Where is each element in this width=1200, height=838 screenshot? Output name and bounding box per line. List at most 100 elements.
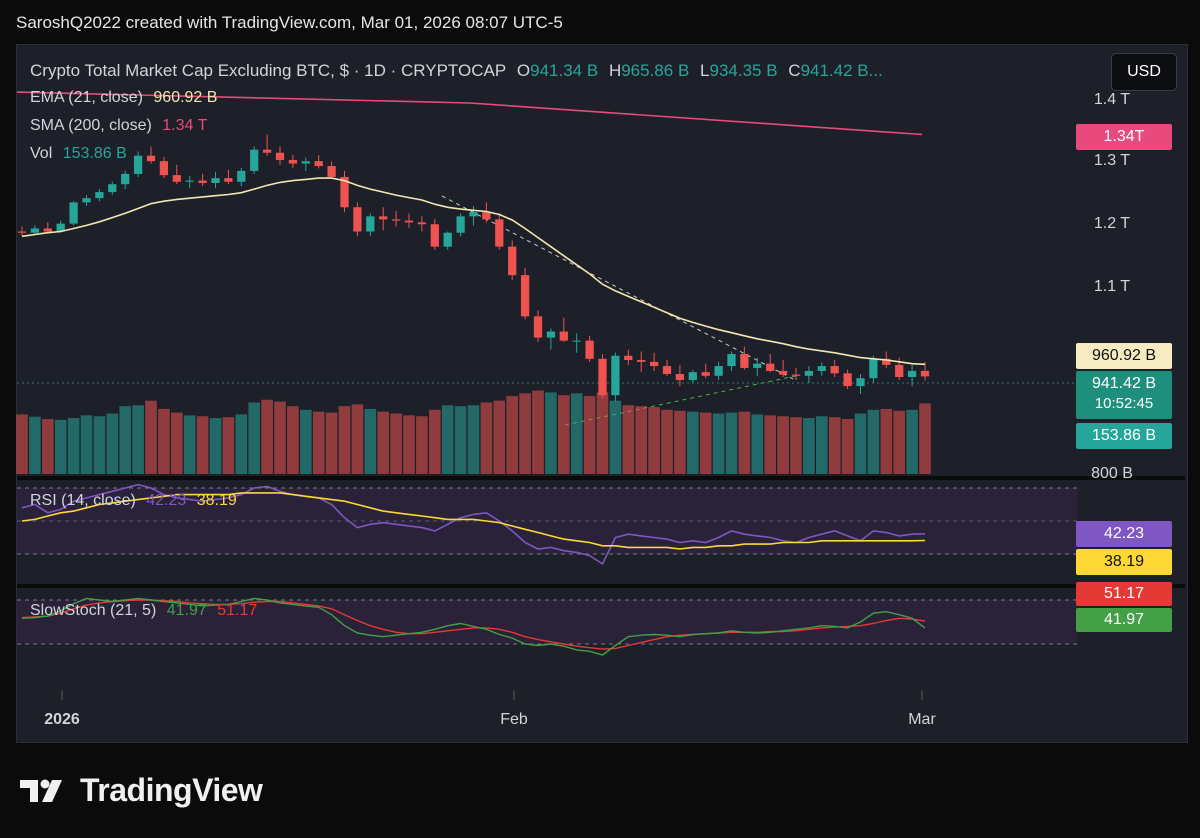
volume-bar — [428, 409, 441, 474]
candle-body — [546, 331, 556, 338]
volume-bar — [880, 408, 893, 474]
volume-bar — [287, 406, 299, 474]
volume-bar — [390, 413, 402, 474]
rsi-price-tag: 42.23 — [1076, 521, 1172, 547]
candle-body — [714, 366, 723, 376]
tradingview-logo-icon — [20, 779, 62, 802]
candle-body — [830, 366, 839, 374]
candle-body — [391, 219, 401, 221]
volume-bar — [170, 412, 183, 474]
volume-bar — [867, 409, 880, 474]
rsi-value: 42.23 — [146, 492, 187, 509]
candle-body — [340, 176, 349, 208]
volume-bar — [815, 416, 828, 474]
candle-body — [146, 155, 156, 162]
volume-bar — [441, 405, 454, 474]
volume-bar — [906, 409, 918, 474]
candle-body — [224, 178, 233, 182]
high-label: H — [608, 61, 622, 80]
candle-body — [404, 220, 414, 223]
trendline-resistance — [441, 195, 796, 381]
volume-legend[interactable]: Vol 153.86 B — [30, 145, 133, 163]
candle-body — [804, 370, 814, 376]
candle-body — [778, 370, 788, 375]
candle-body — [121, 173, 130, 185]
low-label: L — [700, 61, 710, 80]
candle-body — [727, 353, 736, 367]
volume-bar — [803, 418, 815, 474]
close-label: C — [788, 61, 801, 80]
volume-bar — [106, 413, 119, 474]
volume-bar — [325, 412, 338, 474]
candle-body — [559, 331, 568, 341]
volume-bar — [532, 390, 544, 474]
time-label-2026: 2026 — [44, 711, 80, 728]
candle-body — [920, 370, 930, 377]
volume-bar — [712, 413, 725, 474]
price-tick-800b: 800 B — [1091, 465, 1133, 482]
volume-bar — [699, 412, 712, 474]
candle-body — [766, 363, 775, 371]
candle-body — [17, 231, 27, 233]
open-value: 941.34 B — [530, 61, 599, 80]
candle-body — [275, 152, 285, 160]
vol-value: 153.86 B — [62, 145, 127, 162]
candle-body — [817, 366, 826, 371]
candle-body — [30, 228, 40, 233]
volume-bar — [145, 400, 157, 474]
candle-body — [366, 216, 375, 232]
sma-label: SMA (200, close) — [30, 117, 152, 134]
candle-body — [250, 149, 259, 171]
rsi-ma-line — [21, 492, 926, 550]
volume-bar — [119, 406, 132, 474]
open-label: O — [516, 61, 531, 80]
volume-bar — [41, 419, 54, 474]
candle-body — [701, 372, 710, 376]
price-tick-1.4t: 1.4 T — [1094, 91, 1130, 108]
volume-bar — [725, 412, 738, 474]
candle-body — [430, 224, 439, 247]
candle-body — [649, 361, 659, 367]
volume-bar — [248, 402, 261, 474]
symbol-legend[interactable]: Crypto Total Market Cap Excluding BTC, $… — [30, 61, 889, 81]
stoch-k-line — [21, 597, 926, 656]
volume-bar — [29, 416, 41, 474]
price-tick-1.1t: 1.1 T — [1094, 278, 1130, 295]
volume-bar — [609, 400, 622, 474]
price-tick-1.3t: 1.3 T — [1094, 152, 1130, 169]
candle-body — [753, 363, 762, 368]
sma-line — [16, 91, 923, 136]
rsi-legend[interactable]: RSI (14, close) 42.23 38.19 — [30, 492, 243, 510]
sma-value: 1.34 T — [162, 117, 208, 134]
currency-button[interactable]: USD — [1111, 53, 1177, 91]
volume-bar — [545, 392, 557, 474]
volume-bar — [738, 411, 751, 474]
stoch-k-price-tag: 41.97 — [1076, 608, 1172, 632]
tradingview-logo[interactable]: TradingView — [20, 772, 263, 809]
volume-bar — [196, 416, 209, 474]
volume-bar — [557, 395, 570, 474]
volume-bar — [16, 414, 28, 474]
vol-label: Vol — [30, 145, 53, 162]
stoch-legend[interactable]: SlowStoch (21, 5) 41.97 51.17 — [30, 602, 263, 620]
rsi-line — [21, 483, 926, 566]
volume-bar — [235, 414, 248, 474]
volume-bar — [222, 417, 235, 474]
volume-bar — [261, 399, 273, 474]
candle-body — [469, 212, 478, 217]
volume-bar — [403, 415, 415, 474]
ema-legend[interactable]: EMA (21, close) 960.92 B — [30, 89, 223, 107]
sma-legend[interactable]: SMA (200, close) 1.34 T — [30, 117, 213, 135]
candle-body — [598, 358, 607, 396]
ema-label: EMA (21, close) — [30, 89, 143, 106]
volume-bar — [54, 419, 67, 474]
volume-bar — [583, 396, 596, 474]
ema-price-tag: 960.92 B — [1076, 343, 1172, 369]
candle-body — [520, 275, 530, 317]
candle-body — [675, 373, 685, 381]
candle-body — [843, 373, 852, 387]
price-tick-1.2t: 1.2 T — [1094, 215, 1130, 232]
volume-bar — [622, 405, 635, 474]
candle-body — [611, 355, 620, 396]
